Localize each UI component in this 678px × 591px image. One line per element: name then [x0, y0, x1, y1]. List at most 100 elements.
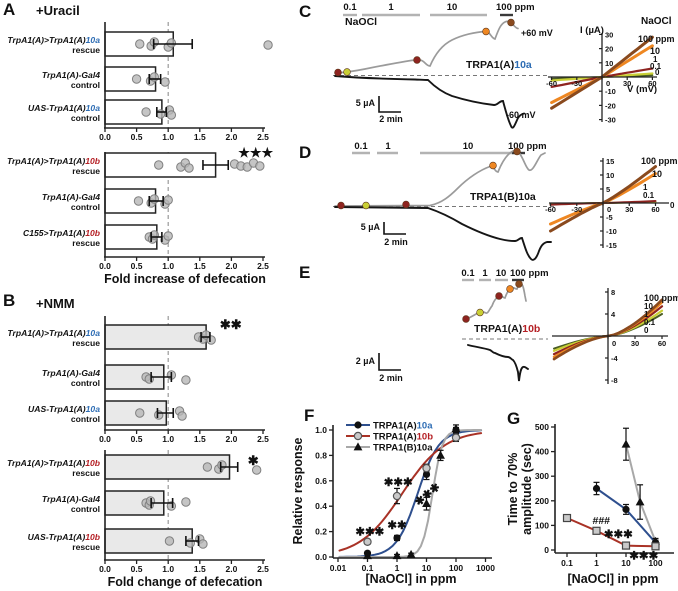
g-y-tick-label: 400 [535, 447, 549, 457]
panel-letter-d: D [299, 143, 312, 162]
iv-legend-entry: 10 [650, 46, 660, 56]
iv-x-tick-label: 60 [651, 205, 659, 214]
row-label-genotype: UAS-TrpA1(A)10a [28, 404, 100, 414]
sample-point-dot [482, 27, 490, 36]
concentration-label: 100 ppm [496, 2, 535, 13]
data-point [144, 374, 154, 384]
sample-point-dot [515, 280, 523, 288]
marker-triangle [422, 499, 431, 508]
data-point [154, 160, 164, 170]
row-label-genotype: TrpA1(A)-Gal4 [42, 368, 100, 378]
data-point [198, 539, 208, 549]
concentration-label: 1 [388, 2, 394, 13]
data-point [163, 231, 173, 241]
concentration-label: 1 [482, 268, 488, 279]
iv-y-tick-label: 10 [605, 59, 613, 68]
panel-a-title: +Uracil [36, 3, 80, 18]
significance-annotation: ### [592, 515, 610, 527]
current-scale-label: 5 µA [356, 98, 376, 108]
x-tick-label: 0.0 [99, 132, 111, 142]
marker-triangle [353, 442, 363, 451]
x-tick-label: 2.5 [257, 564, 269, 574]
panel-a-top-chart: TrpA1(A)>TrpA1(A)10arescueTrpA1(A)-Gal4c… [7, 22, 273, 142]
g-y-tick-label: 200 [535, 496, 549, 506]
f-x-axis-title: [NaOCl] in ppm [366, 572, 457, 586]
significance-annotation: ✱✱✱ [604, 529, 633, 541]
time-scale-label: 2 min [379, 114, 403, 124]
iv-y-tick-label: -10 [606, 227, 617, 236]
sample-point-dot [476, 308, 484, 317]
concentration-label: 1 [385, 141, 391, 152]
iv-x-axis-title: V (mV) [627, 84, 657, 95]
row-label-genotype: C155>TrpA1(A)10b [23, 228, 100, 238]
x-tick-label: 1.0 [162, 564, 174, 574]
sample-point-dot [362, 201, 370, 210]
iv-legend-entry: 10 [652, 169, 662, 179]
x-axis-title: Fold increase of defecation [104, 272, 266, 286]
iv-legend-entry: 0.1 [650, 62, 662, 71]
marker-triangle [621, 439, 631, 448]
f-y-axis-title: Relative response [291, 437, 305, 544]
iv-legend-entry: 0 [644, 326, 649, 335]
positive-current-trace [334, 149, 546, 207]
x-tick-label: 0.5 [131, 132, 143, 142]
marker-open-circle [422, 463, 431, 473]
positive-current-trace [463, 283, 527, 321]
time-scale-label: 2 min [384, 237, 408, 247]
data-point [154, 410, 164, 420]
row-label-type: control [71, 414, 100, 424]
concentration-label: 0.1 [461, 268, 475, 279]
f-x-tick-label: 0.1 [362, 563, 374, 573]
data-point [135, 39, 145, 49]
current-scale-label: 5 µA [361, 222, 381, 232]
data-point [135, 408, 145, 418]
iv-legend-entry: 100 ppm [641, 156, 678, 166]
iv-x-tick-label: -30 [571, 205, 582, 214]
iv-y-tick-label: -5 [606, 213, 613, 222]
x-tick-label: 2.5 [257, 434, 269, 444]
f-x-tick-label: 1000 [476, 563, 495, 573]
data-point [181, 497, 191, 507]
data-point [166, 501, 177, 511]
x-tick-label: 1.5 [194, 564, 206, 574]
row-label-type: rescue [72, 166, 100, 176]
significance-annotation: ✱✱ [387, 520, 407, 532]
x-tick-label: 0.0 [99, 564, 111, 574]
x-tick-label: 2.5 [257, 261, 269, 271]
panel-letter-a: A [3, 0, 16, 19]
x-tick-label: 0.0 [99, 261, 111, 271]
x-tick-label: 2.0 [225, 261, 237, 271]
negative-current-trace [334, 75, 525, 129]
significance-annotation: ✱✱✱ [355, 526, 384, 538]
x-tick-label: 1.5 [194, 261, 206, 271]
row-label-genotype: TrpA1(A)-Gal4 [42, 70, 100, 80]
data-point [255, 161, 265, 171]
row-label-genotype: TrpA1(A)-Gal4 [42, 192, 100, 202]
row-label-type: rescue [72, 238, 100, 248]
scale-bar [378, 96, 401, 113]
iv-y-tick-label: -30 [605, 116, 616, 125]
data-point [160, 77, 170, 87]
significance-marker: ✱✱ [220, 317, 242, 332]
significance-annotation: ✱✱✱ [629, 550, 658, 562]
g-y-axis-title-1: Time to 70% [506, 453, 520, 526]
iv-legend-entry: 0 [670, 201, 675, 210]
marker-open-square [592, 526, 601, 535]
row-label-genotype: UAS-TrpA1(A)10a [28, 103, 100, 113]
concentration-label: 0.1 [343, 2, 357, 13]
iv-legend-entry: 0 [655, 68, 660, 77]
iv-legend-entry: 1 [644, 310, 649, 319]
x-tick-label: 0.5 [131, 434, 143, 444]
marker-filled-circle [354, 421, 362, 429]
marker-open-square [651, 542, 660, 551]
iv-y-tick-label: 5 [606, 185, 610, 194]
data-point [177, 411, 187, 421]
marker-open-circle [392, 491, 402, 501]
x-tick-label: 1.5 [194, 434, 206, 444]
legend-entry: TRPA1(A)10a [373, 421, 433, 432]
sample-point-dot [507, 18, 515, 27]
sample-point-dot [337, 201, 345, 210]
row-label-genotype: UAS-TrpA1(A)10b [28, 532, 100, 542]
iv-y-tick-label: 20 [605, 45, 613, 54]
